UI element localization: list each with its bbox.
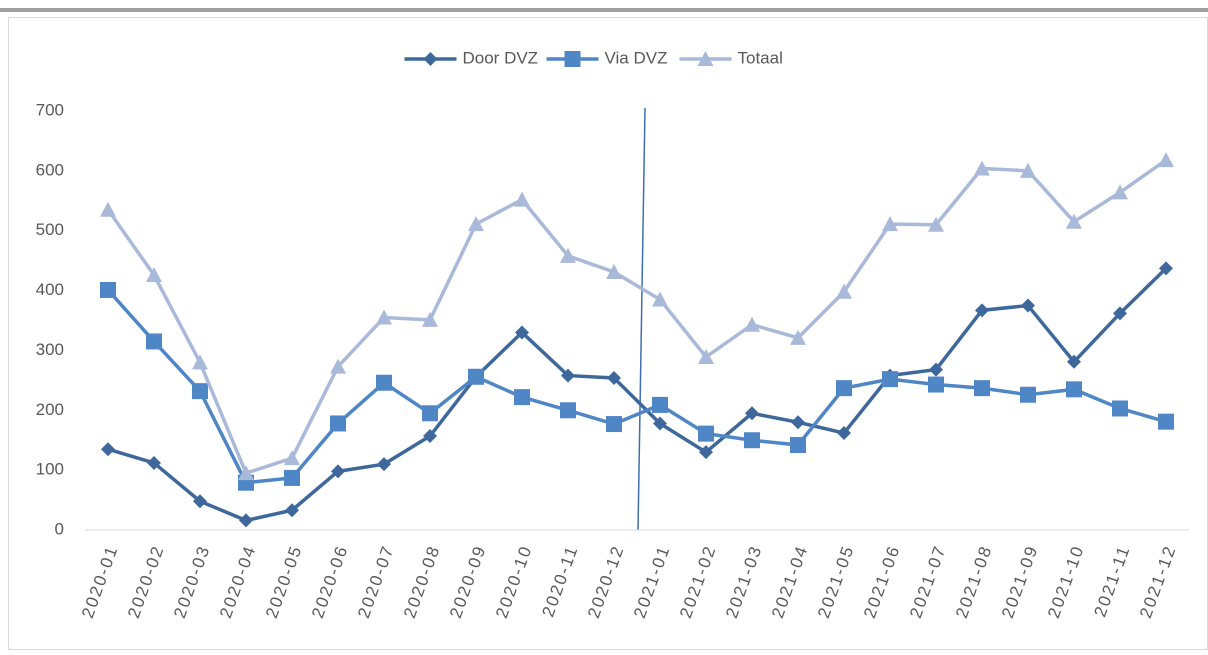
y-tick-label: 200 [36, 400, 64, 419]
point [928, 376, 944, 393]
point [606, 416, 622, 433]
point [376, 309, 392, 325]
point [377, 457, 391, 472]
legend-marker [423, 52, 438, 66]
point [1159, 261, 1173, 276]
point [699, 445, 713, 460]
point [1020, 386, 1036, 403]
y-tick-label: 500 [36, 220, 64, 239]
point [1066, 213, 1082, 229]
point [837, 426, 851, 441]
point [560, 402, 576, 419]
point [1066, 381, 1082, 398]
point [146, 267, 162, 283]
point [790, 437, 806, 454]
point [882, 216, 898, 232]
y-tick-label: 0 [55, 519, 64, 538]
point [606, 264, 622, 280]
point [423, 429, 437, 444]
legend-label: Totaal [738, 48, 783, 67]
point [193, 494, 207, 509]
point [607, 370, 621, 385]
point [376, 374, 392, 391]
point [422, 311, 438, 327]
point [192, 354, 208, 370]
divider-line [637, 107, 646, 531]
point [929, 362, 943, 377]
point [698, 349, 714, 365]
point [1021, 298, 1035, 313]
point [285, 503, 299, 518]
point [330, 358, 346, 374]
point [882, 371, 898, 388]
point [653, 416, 667, 431]
point [100, 281, 116, 298]
point [101, 442, 115, 457]
point [284, 450, 300, 466]
point [1158, 413, 1174, 430]
series-line [107, 267, 1168, 523]
point [1112, 184, 1128, 200]
point [515, 325, 529, 340]
point [745, 406, 759, 421]
point [974, 380, 990, 397]
point [239, 513, 253, 528]
point [330, 415, 346, 432]
point [652, 291, 668, 307]
top-bar [0, 8, 1208, 12]
point [468, 368, 484, 385]
point [284, 469, 300, 486]
point [1158, 152, 1174, 168]
point [791, 415, 805, 430]
point [928, 216, 944, 232]
y-tick-label: 700 [36, 100, 64, 119]
point [652, 396, 668, 413]
point [331, 464, 345, 479]
series-line [106, 158, 1168, 476]
point [561, 368, 575, 383]
point [974, 160, 990, 176]
point [744, 316, 760, 332]
legend-label: Door DVZ [463, 48, 539, 67]
point [192, 383, 208, 400]
legend-marker [564, 51, 581, 67]
y-tick-label: 100 [36, 460, 64, 479]
point [698, 425, 714, 442]
y-tick-label: 300 [36, 340, 64, 359]
point [560, 247, 576, 263]
point [1113, 306, 1127, 321]
point [100, 201, 116, 217]
point [1020, 162, 1036, 178]
y-tick-label: 600 [36, 160, 64, 179]
point [147, 455, 161, 470]
y-tick-label: 400 [36, 280, 64, 299]
point [1112, 400, 1128, 417]
legend-marker [697, 51, 714, 66]
point [790, 329, 806, 345]
point [1067, 354, 1081, 369]
point [238, 465, 254, 481]
point [836, 380, 852, 397]
point [975, 303, 989, 318]
point [514, 389, 530, 406]
point [514, 191, 530, 207]
point [146, 333, 162, 350]
point [836, 283, 852, 299]
legend-label: Via DVZ [605, 48, 668, 67]
point [422, 405, 438, 422]
point [468, 216, 484, 232]
point [744, 432, 760, 449]
